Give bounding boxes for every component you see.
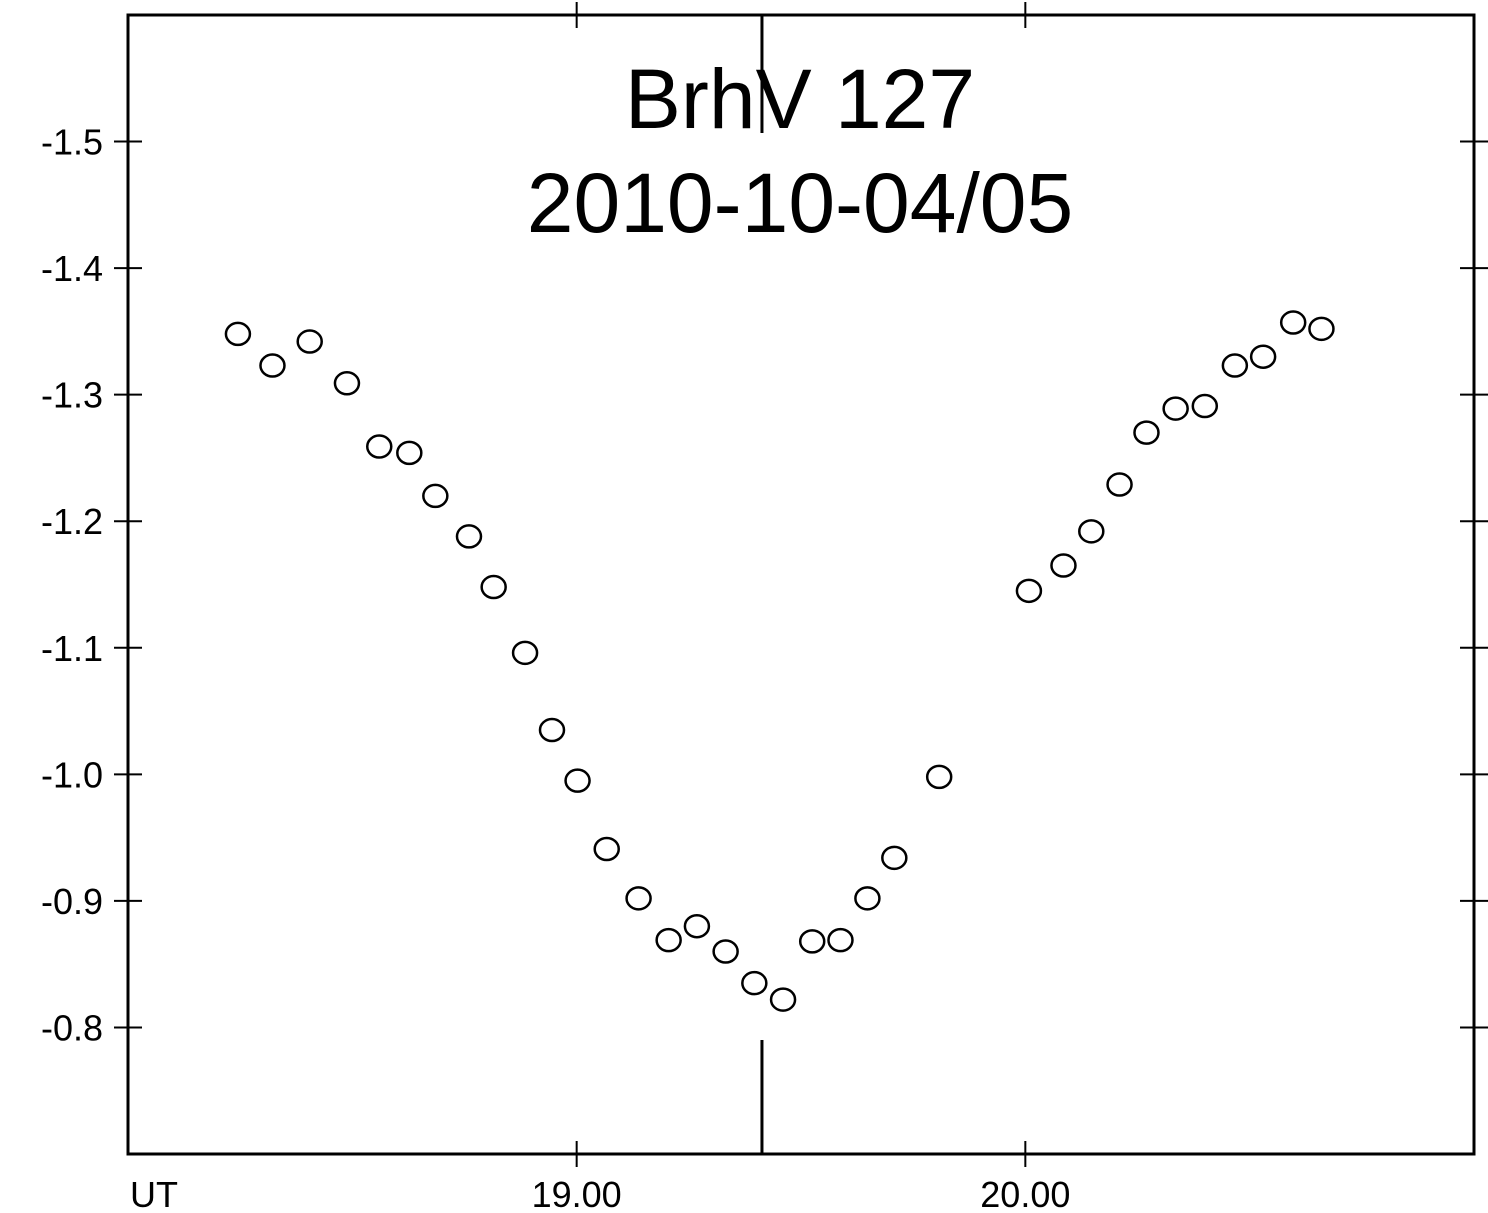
plot-frame [126,13,1476,1156]
data-point-28 [1133,420,1160,445]
y-tick-label-1: -1.4 [41,248,103,289]
data-point-11 [564,768,591,793]
tick-labels: -1.5 -1.4 -1.3 -1.2 -1.1 -1.0 -0.9 -0.8 19.00 20.… [41,122,1070,1213]
data-point-22 [881,845,908,871]
data-point-14 [655,927,682,953]
y-tick-label-3: -1.2 [41,501,103,542]
y-tick-label-7: -0.8 [41,1007,103,1048]
chart-subtitle: 2010-10-04/05 [527,156,1073,250]
data-point-9 [511,640,539,666]
data-point-32 [1249,344,1277,369]
x-tick-label-0: 19.00 [532,1174,622,1213]
data-point-18 [769,987,797,1012]
data-point-3 [333,371,361,396]
x-tick-label-1: 20.00 [980,1174,1070,1213]
y-tick-label-6: -0.9 [41,881,103,922]
y-tick-label-2: -1.3 [41,375,103,416]
data-point-5 [396,440,423,466]
data-points [224,310,1335,1012]
data-point-4 [366,434,393,459]
axis-ticks [114,2,1488,1167]
data-point-19 [798,929,826,954]
data-point-25 [1050,553,1077,578]
data-point-16 [712,939,739,964]
data-point-33 [1279,310,1307,335]
data-point-21 [854,886,881,911]
data-point-13 [625,886,652,911]
data-point-27 [1106,472,1133,497]
data-point-6 [422,483,449,509]
data-point-0 [224,321,252,347]
data-point-30 [1191,393,1219,419]
y-tick-label-4: -1.1 [41,628,103,669]
y-tick-label-0: -1.5 [41,122,103,163]
data-point-34 [1308,316,1335,342]
y-tick-label-5: -1.0 [41,754,103,795]
x-axis-label: UT [130,1174,178,1213]
data-point-7 [455,524,483,549]
data-point-23 [925,764,953,790]
data-point-26 [1078,519,1105,544]
data-point-15 [683,913,711,939]
data-point-10 [538,717,566,743]
data-point-29 [1162,396,1189,421]
chart-title: BrhV 127 [625,52,975,146]
data-point-1 [259,353,286,378]
data-point-8 [480,574,507,600]
data-point-2 [296,329,323,354]
data-point-31 [1221,353,1249,378]
data-point-20 [827,927,854,953]
data-point-24 [1015,578,1043,604]
data-point-17 [741,970,768,996]
data-point-12 [593,836,620,862]
